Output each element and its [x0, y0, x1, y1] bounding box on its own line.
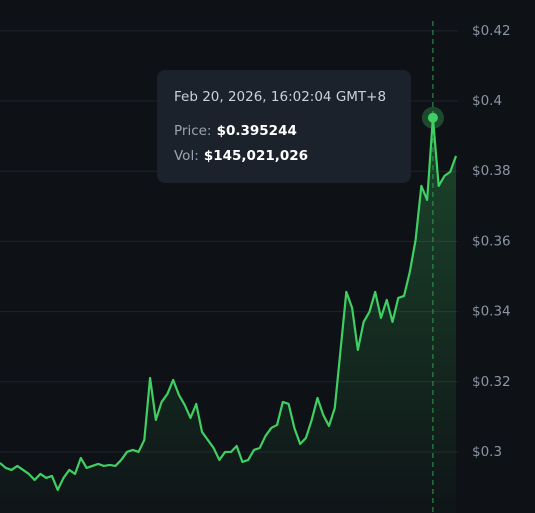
- y-tick-label: $0.36: [472, 233, 511, 249]
- tooltip-vol: Vol: $145,021,026: [174, 146, 308, 165]
- tooltip-price-label: Price:: [174, 123, 211, 139]
- tooltip-price-value: $0.395244: [217, 123, 297, 139]
- tooltip-vol-label: Vol:: [174, 148, 199, 164]
- tooltip-title: Feb 20, 2026, 16:02:04 GMT+8: [174, 89, 386, 105]
- plot: [0, 21, 458, 513]
- y-tick-label: $0.42: [472, 23, 511, 39]
- y-tick-label: $0.4: [472, 93, 502, 109]
- tooltip-vol-value: $145,021,026: [204, 148, 308, 164]
- y-tick-label: $0.38: [472, 163, 511, 179]
- tooltip: Feb 20, 2026, 16:02:04 GMT+8 Price: $0.3…: [157, 70, 411, 183]
- y-tick-label: $0.34: [472, 304, 511, 320]
- tooltip-price: Price: $0.395244: [174, 121, 297, 140]
- y-tick-label: $0.32: [472, 374, 511, 390]
- line: [0, 116, 458, 492]
- tooltip-box: [157, 70, 411, 183]
- area: [0, 117, 456, 513]
- highlight-point: [427, 112, 438, 123]
- y-tick-label: $0.3: [472, 444, 502, 460]
